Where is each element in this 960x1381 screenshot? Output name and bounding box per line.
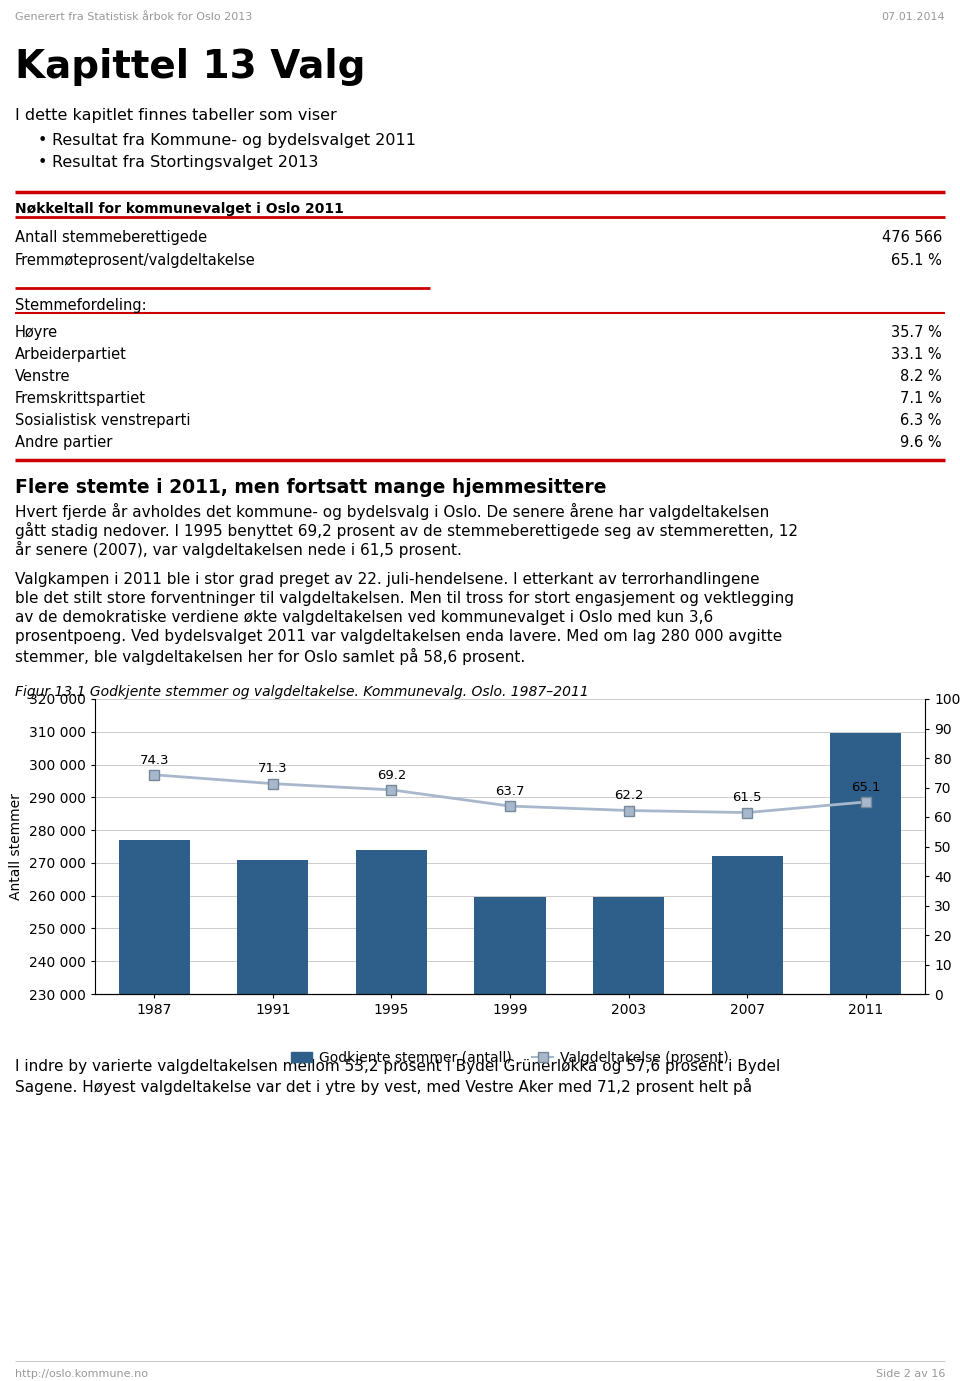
Text: 476 566: 476 566: [881, 231, 942, 244]
Text: stemmer, ble valgdeltakelsen her for Oslo samlet på 58,6 prosent.: stemmer, ble valgdeltakelsen her for Osl…: [15, 648, 525, 666]
Text: Fremmøteprosent/valgdeltakelse: Fremmøteprosent/valgdeltakelse: [15, 253, 255, 268]
Text: Flere stemte i 2011, men fortsatt mange hjemmesittere: Flere stemte i 2011, men fortsatt mange …: [15, 478, 607, 497]
Text: Resultat fra Stortingsvalget 2013: Resultat fra Stortingsvalget 2013: [52, 155, 319, 170]
Text: I indre by varierte valgdeltakelsen mellom 53,2 prosent i Bydel Grünerløkka og 5: I indre by varierte valgdeltakelsen mell…: [15, 1059, 780, 1074]
Text: 8.2 %: 8.2 %: [900, 369, 942, 384]
Bar: [237, 859, 308, 1381]
Text: 35.7 %: 35.7 %: [891, 325, 942, 340]
Text: I dette kapitlet finnes tabeller som viser: I dette kapitlet finnes tabeller som vis…: [15, 108, 337, 123]
Text: Andre partier: Andre partier: [15, 435, 112, 450]
Bar: [830, 733, 901, 1381]
Text: 6.3 %: 6.3 %: [900, 413, 942, 428]
Text: 65.1: 65.1: [851, 780, 880, 794]
Text: Side 2 av 16: Side 2 av 16: [876, 1369, 945, 1380]
Text: Antall stemmeberettigede: Antall stemmeberettigede: [15, 231, 207, 244]
Text: Nøkkeltall for kommunevalget i Oslo 2011: Nøkkeltall for kommunevalget i Oslo 2011: [15, 202, 344, 215]
Text: 61.5: 61.5: [732, 791, 762, 804]
Text: Sosialistisk venstreparti: Sosialistisk venstreparti: [15, 413, 190, 428]
Text: 71.3: 71.3: [258, 762, 288, 776]
Text: 65.1 %: 65.1 %: [891, 253, 942, 268]
Text: Fremskrittspartiet: Fremskrittspartiet: [15, 391, 146, 406]
Legend: Godkjente stemmer (antall), Valgdeltakelse (prosent): Godkjente stemmer (antall), Valgdeltakel…: [285, 1045, 734, 1070]
Bar: [711, 856, 782, 1381]
Bar: [119, 840, 190, 1381]
Text: Kapittel 13 Valg: Kapittel 13 Valg: [15, 48, 366, 86]
Bar: [593, 898, 664, 1381]
Text: Venstre: Venstre: [15, 369, 70, 384]
Y-axis label: Antall stemmer: Antall stemmer: [10, 793, 23, 900]
Text: 69.2: 69.2: [376, 769, 406, 782]
Text: Stemmefordeling:: Stemmefordeling:: [15, 298, 147, 313]
Text: Valgkampen i 2011 ble i stor grad preget av 22. juli-hendelsene. I etterkant av : Valgkampen i 2011 ble i stor grad preget…: [15, 572, 759, 587]
Text: Arbeiderpartiet: Arbeiderpartiet: [15, 347, 127, 362]
Text: •: •: [38, 155, 47, 170]
Text: Generert fra Statistisk årbok for Oslo 2013: Generert fra Statistisk årbok for Oslo 2…: [15, 12, 252, 22]
Bar: [474, 898, 545, 1381]
Text: 7.1 %: 7.1 %: [900, 391, 942, 406]
Text: Hvert fjerde år avholdes det kommune- og bydelsvalg i Oslo. De senere årene har : Hvert fjerde år avholdes det kommune- og…: [15, 503, 769, 521]
Text: Resultat fra Kommune- og bydelsvalget 2011: Resultat fra Kommune- og bydelsvalget 20…: [52, 133, 416, 148]
Bar: [356, 849, 427, 1381]
Text: år senere (2007), var valgdeltakelsen nede i 61,5 prosent.: år senere (2007), var valgdeltakelsen ne…: [15, 541, 462, 558]
Text: av de demokratiske verdiene økte valgdeltakelsen ved kommunevalget i Oslo med ku: av de demokratiske verdiene økte valgdel…: [15, 610, 713, 626]
Text: 07.01.2014: 07.01.2014: [881, 12, 945, 22]
Text: 74.3: 74.3: [139, 754, 169, 766]
Text: prosentpoeng. Ved bydelsvalget 2011 var valgdeltakelsen enda lavere. Med om lag : prosentpoeng. Ved bydelsvalget 2011 var …: [15, 628, 782, 644]
Text: gått stadig nedover. I 1995 benyttet 69,2 prosent av de stemmeberettigede seg av: gått stadig nedover. I 1995 benyttet 69,…: [15, 522, 798, 539]
Text: •: •: [38, 133, 47, 148]
Text: 33.1 %: 33.1 %: [892, 347, 942, 362]
Text: 62.2: 62.2: [613, 790, 643, 802]
Text: Figur 13.1 Godkjente stemmer og valgdeltakelse. Kommunevalg. Oslo. 1987–2011: Figur 13.1 Godkjente stemmer og valgdelt…: [15, 685, 588, 699]
Text: Sagene. Høyest valgdeltakelse var det i ytre by vest, med Vestre Aker med 71,2 p: Sagene. Høyest valgdeltakelse var det i …: [15, 1079, 752, 1095]
Text: 63.7: 63.7: [495, 784, 525, 798]
Text: Høyre: Høyre: [15, 325, 59, 340]
Text: ble det stilt store forventninger til valgdeltakelsen. Men til tross for stort e: ble det stilt store forventninger til va…: [15, 591, 794, 606]
Text: http://oslo.kommune.no: http://oslo.kommune.no: [15, 1369, 148, 1380]
Text: 9.6 %: 9.6 %: [900, 435, 942, 450]
